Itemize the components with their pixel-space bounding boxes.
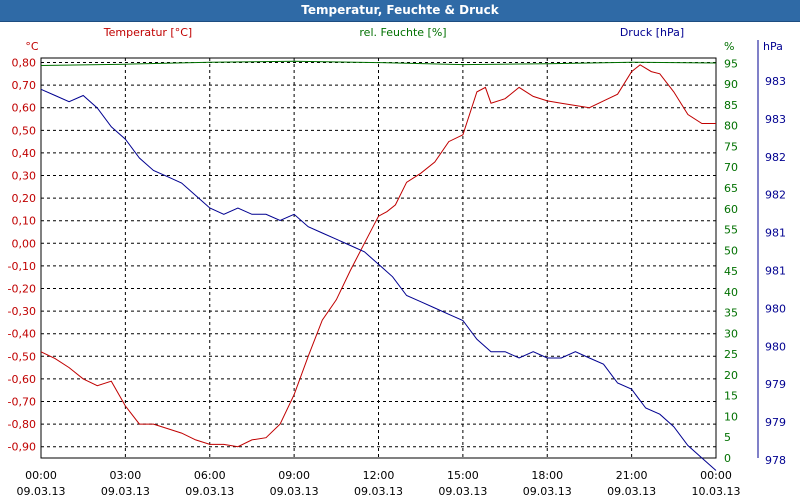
pressure-tick-label: 981 [765, 265, 786, 278]
chart-title: Temperatur, Feuchte & Druck [301, 3, 499, 17]
humidity-axis-title: rel. Feuchte [%] [359, 26, 446, 39]
x-tick-date: 09.03.13 [438, 485, 487, 498]
chart-canvas: 00:00 09.03.13 03:00 09.03.13 06:00 09.03.13 0… [8, 26, 786, 498]
temperature-series-line [40, 64, 716, 448]
humidity-tick-label: 25 [724, 348, 738, 361]
x-tick-time: 15:00 [447, 469, 479, 482]
x-tick-date: 10.03.13 [692, 485, 741, 498]
x-tick-date: 09.03.13 [185, 485, 234, 498]
pressure-tick-label: 983 [765, 75, 786, 88]
pressure-tick-label: 980 [765, 302, 786, 315]
pressure-tick-label: 980 [765, 340, 786, 353]
humidity-tick-label: 45 [724, 265, 738, 278]
temperature-tick-label: -0,40 [8, 328, 36, 341]
temperature-tick-label: 0,40 [12, 147, 37, 160]
x-tick-date: 09.03.13 [523, 485, 572, 498]
x-tick-date: 09.03.13 [101, 485, 150, 498]
temperature-tick-label: 0,30 [12, 170, 37, 183]
humidity-unit-label: % [724, 40, 734, 53]
x-tick-date: 09.03.13 [270, 485, 319, 498]
humidity-tick-label: 15 [724, 390, 738, 403]
humidity-tick-label: 20 [724, 369, 738, 382]
temperature-axis-title: Temperatur [°C] [103, 26, 192, 39]
humidity-tick-label: 60 [724, 203, 738, 216]
temperature-tick-label: -0,10 [8, 260, 36, 273]
x-tick-time: 12:00 [363, 469, 395, 482]
humidity-tick-label: 90 [724, 78, 738, 91]
grid [40, 57, 717, 459]
temperature-tick-label: -0,20 [8, 283, 36, 296]
x-tick-time: 03:00 [110, 469, 142, 482]
axis-labels: 00:00 09.03.13 03:00 09.03.13 06:00 09.03.13 0… [8, 26, 786, 498]
chart-title-bar: Temperatur, Feuchte & Druck [0, 0, 800, 22]
temperature-tick-label: -0,90 [8, 441, 36, 454]
humidity-tick-label: 35 [724, 307, 738, 320]
temperature-tick-label: -0,50 [8, 350, 36, 363]
x-tick-time: 06:00 [194, 469, 226, 482]
x-tick-time: 00:00 [700, 469, 732, 482]
pressure-series-line [40, 88, 717, 471]
humidity-tick-label: 10 [724, 410, 738, 423]
pressure-tick-label: 979 [765, 378, 786, 391]
humidity-tick-label: 75 [724, 140, 738, 153]
temperature-tick-label: 0,20 [12, 192, 37, 205]
humidity-tick-label: 0 [724, 452, 731, 465]
humidity-tick-label: 55 [724, 224, 738, 237]
humidity-tick-label: 65 [724, 182, 738, 195]
humidity-tick-label: 40 [724, 286, 738, 299]
temperature-tick-label: 0,50 [12, 124, 37, 137]
temperature-unit-label: °C [25, 40, 39, 53]
temperature-tick-label: -0,30 [8, 305, 36, 318]
humidity-tick-label: 30 [724, 327, 738, 340]
temperature-tick-label: -0,80 [8, 418, 36, 431]
pressure-unit-label: hPa [763, 40, 783, 53]
x-tick-time: 00:00 [25, 469, 57, 482]
pressure-tick-label: 979 [765, 416, 786, 429]
pressure-tick-label: 981 [765, 227, 786, 240]
series-layer [40, 60, 717, 471]
x-tick-time: 09:00 [278, 469, 310, 482]
pressure-axis-title: Druck [hPa] [620, 26, 684, 39]
humidity-tick-label: 80 [724, 120, 738, 133]
x-tick-date: 09.03.13 [607, 485, 656, 498]
humidity-tick-label: 5 [724, 431, 731, 444]
temperature-tick-label: 0,60 [12, 102, 37, 115]
humidity-series-line [40, 60, 717, 66]
x-tick-date: 09.03.13 [17, 485, 66, 498]
temperature-tick-label: -0,70 [8, 396, 36, 409]
temperature-tick-label: -0,60 [8, 373, 36, 386]
x-tick-time: 18:00 [531, 469, 563, 482]
humidity-tick-label: 50 [724, 244, 738, 257]
humidity-tick-label: 70 [724, 161, 738, 174]
pressure-tick-label: 983 [765, 113, 786, 126]
temperature-tick-label: 0,00 [12, 237, 37, 250]
pressure-tick-label: 982 [765, 189, 786, 202]
temperature-tick-label: 0,80 [12, 57, 37, 70]
humidity-tick-label: 95 [724, 57, 738, 70]
x-tick-date: 09.03.13 [354, 485, 403, 498]
temperature-tick-label: 0,10 [12, 215, 37, 228]
pressure-tick-label: 982 [765, 151, 786, 164]
pressure-tick-label: 978 [765, 454, 786, 467]
x-tick-time: 21:00 [616, 469, 648, 482]
humidity-tick-label: 85 [724, 99, 738, 112]
temperature-tick-label: 0,70 [12, 79, 37, 92]
